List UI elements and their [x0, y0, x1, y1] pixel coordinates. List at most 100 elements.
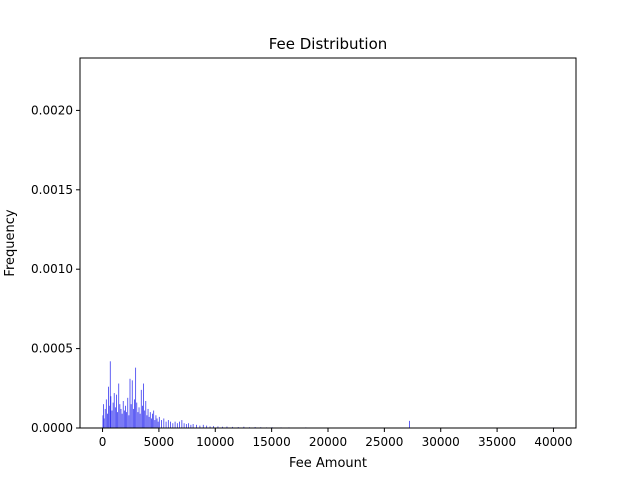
histogram-bar	[172, 423, 174, 428]
histogram-bar	[138, 407, 140, 428]
histogram-bar	[109, 405, 111, 428]
histogram-bar	[190, 424, 192, 428]
y-tick-label: 0.0015	[31, 183, 73, 197]
histogram-bar	[202, 424, 204, 428]
histogram-bar	[158, 416, 160, 428]
histogram-bar	[132, 408, 134, 428]
histogram-bar	[103, 418, 105, 428]
histogram-bar	[155, 415, 157, 428]
histogram-bar	[153, 410, 155, 428]
histogram-bar	[222, 426, 223, 428]
histogram-bar	[409, 420, 410, 428]
histogram-bar	[128, 415, 130, 428]
histogram-bar	[117, 412, 118, 428]
histogram-bar	[157, 421, 159, 428]
histogram-bar	[232, 426, 233, 428]
x-tick-label: 30000	[422, 435, 460, 449]
histogram-bar	[114, 407, 116, 428]
histogram-bar	[127, 397, 129, 428]
histogram-bar	[145, 401, 147, 428]
histogram-bar	[213, 426, 214, 428]
histogram-bar	[122, 401, 124, 428]
histogram-bar	[196, 424, 197, 428]
histogram-bar	[119, 404, 121, 428]
y-tick-label: 0.0005	[31, 342, 73, 356]
histogram-bar	[143, 383, 144, 428]
histogram-bar	[120, 408, 122, 428]
histogram-bar	[206, 425, 208, 428]
x-tick-label: 15000	[253, 435, 291, 449]
x-axis-ticks: 0 5000 10000 15000 20000 25000 30000 35000 40000	[99, 428, 573, 449]
histogram-bar	[134, 399, 135, 428]
histogram-bar	[146, 415, 148, 428]
histogram-bar	[104, 408, 106, 428]
histogram-bar	[147, 408, 149, 428]
histogram-bar	[137, 412, 139, 428]
histogram-bar	[226, 426, 228, 428]
histogram-bar	[140, 389, 142, 428]
histogram-bar	[130, 404, 132, 428]
histogram-bar	[144, 410, 146, 428]
histogram-bar	[151, 418, 152, 428]
x-tick-label: 40000	[534, 435, 572, 449]
histogram-bar	[136, 402, 138, 428]
histogram-bar	[112, 402, 114, 428]
chart-title: Fee Distribution	[269, 35, 388, 53]
x-tick-label: 20000	[309, 435, 347, 449]
histogram-bar	[108, 386, 109, 428]
histogram-bar	[161, 420, 162, 428]
histogram-bar	[109, 361, 111, 428]
histogram-bar	[188, 423, 190, 428]
histogram-bar	[131, 380, 133, 428]
histogram-bar	[116, 394, 117, 428]
histogram-bar	[163, 418, 165, 428]
histogram-bar	[139, 413, 141, 428]
y-tick-label: 0.0020	[31, 103, 73, 117]
x-axis-label: Fee Amount	[289, 456, 367, 471]
histogram-bar	[107, 413, 108, 428]
histogram-bar	[181, 420, 183, 428]
histogram-bar	[126, 412, 128, 428]
histogram-bar	[183, 423, 185, 428]
x-tick-label: 35000	[478, 435, 516, 449]
histogram-bar	[118, 383, 120, 428]
histogram-bar	[243, 426, 245, 428]
histogram-bar	[154, 420, 156, 428]
histogram-bar	[121, 413, 123, 428]
histogram-bars	[102, 361, 555, 428]
histogram-bar	[125, 405, 126, 428]
histogram-bar	[170, 421, 171, 428]
histogram-bar	[103, 404, 104, 428]
y-axis-label: Frequency	[3, 209, 18, 276]
y-tick-label: 0.0000	[31, 421, 73, 435]
histogram-bar	[174, 421, 176, 428]
histogram-bar	[148, 416, 150, 428]
histogram-bar	[113, 393, 115, 428]
histogram-bar	[217, 426, 219, 428]
histogram-bar	[152, 413, 153, 428]
histogram-bar	[209, 426, 211, 428]
x-tick-label: 25000	[365, 435, 403, 449]
y-tick-label: 0.0010	[31, 262, 73, 276]
plot-frame	[79, 57, 577, 429]
histogram-bar	[192, 424, 194, 428]
histogram-bar	[142, 405, 143, 428]
histogram-bar	[123, 410, 125, 428]
histogram-bar	[111, 410, 113, 428]
histogram-bar	[176, 423, 178, 428]
histogram-bar	[102, 415, 104, 428]
histogram-bar	[105, 399, 107, 428]
histogram-bar	[110, 396, 112, 428]
histogram-bar	[199, 425, 201, 428]
x-tick-label: 10000	[196, 435, 234, 449]
histogram-bar	[135, 367, 137, 428]
histogram-bar	[149, 412, 151, 428]
x-tick-label: 0	[99, 435, 107, 449]
histogram-bar	[179, 421, 180, 428]
histogram-bar	[165, 421, 167, 428]
y-axis-ticks: 0.0000 0.0005 0.0010 0.0015 0.0020	[31, 103, 80, 435]
histogram-bar	[167, 420, 169, 428]
x-tick-label: 5000	[144, 435, 175, 449]
histogram-bar	[129, 378, 131, 428]
